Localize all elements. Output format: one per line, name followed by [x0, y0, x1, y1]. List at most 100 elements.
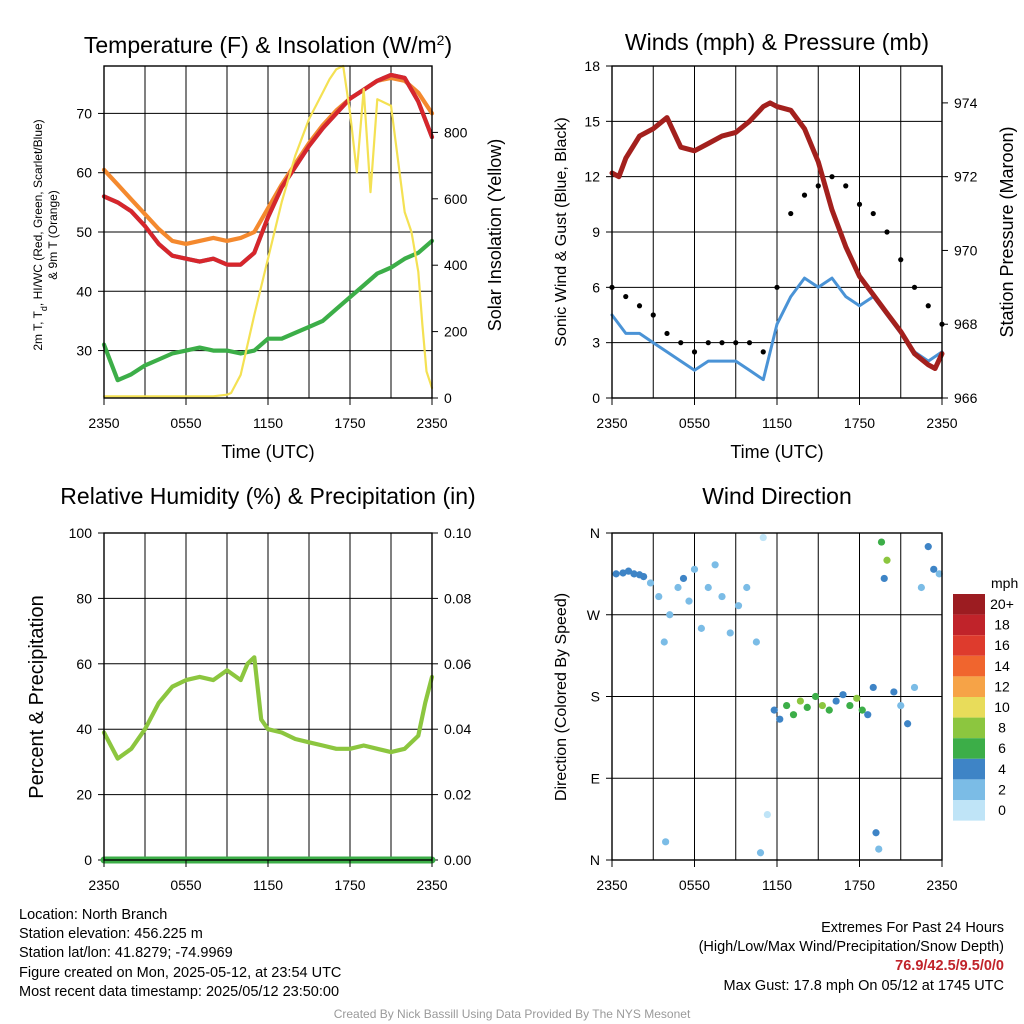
p4-ytick-label: E: [591, 770, 600, 786]
wind-direction-point: [660, 638, 668, 646]
wind-series-2: [609, 100, 945, 371]
p4-ytick-label: W: [587, 607, 601, 623]
p2-y2tick-label: 972: [954, 169, 978, 185]
legend-swatch: [953, 635, 985, 656]
gust-point: [925, 303, 931, 309]
extremes-title: Extremes For Past 24 Hours: [821, 920, 1004, 936]
wind-direction-point: [853, 694, 861, 702]
wind-direction-point: [646, 579, 655, 587]
wind-direction-point: [743, 583, 751, 592]
wind-direction-point: [846, 701, 854, 710]
gust-point: [801, 192, 808, 198]
p4-title: Wind Direction: [702, 483, 852, 509]
wind-direction-point: [619, 569, 627, 577]
station-info: Location: North Branch Station elevation…: [19, 906, 341, 1002]
wind-direction-point: [776, 715, 784, 723]
wind-direction-point: [630, 570, 638, 578]
gust-point: [623, 293, 629, 300]
gust-point: [746, 340, 753, 346]
p3-title: Relative Humidity (%) & Precipitation (i…: [60, 483, 475, 509]
p3-y2tick-label: 0.02: [444, 787, 471, 803]
wind-direction-point: [832, 697, 840, 705]
legend-swatch: [953, 594, 985, 615]
gust-point: [678, 340, 684, 346]
legend-swatch: [953, 738, 985, 759]
wind-direction-point: [734, 602, 743, 610]
extremes-values: 76.9/42.5/9.5/0/0: [895, 958, 1004, 975]
p3-y2tick-label: 0.06: [444, 656, 471, 672]
p3-y2tick-label: 0.08: [444, 590, 471, 606]
p1-xtick-label: 2350: [88, 415, 119, 431]
wind-direction-point: [924, 543, 932, 551]
gust-point: [856, 201, 863, 207]
gust-point: [733, 340, 739, 346]
wind-direction-point: [624, 567, 633, 575]
p1-y2tick-label: 200: [444, 324, 468, 340]
p2-ylabel: Sonic Wind & Gust (Blue, Black): [553, 117, 570, 346]
p3-ytick-label: 40: [76, 721, 92, 737]
extremes-subtitle: (High/Low/Max Wind/Precipitation/Snow De…: [698, 939, 1004, 956]
wind-direction-point: [666, 611, 674, 619]
p2-y2tick-label: 974: [954, 95, 978, 111]
p3-ytick-label: 80: [76, 590, 92, 606]
gust-point: [774, 284, 780, 290]
temp-series-3: [101, 238, 435, 383]
p1-xlabel: Time (UTC): [221, 442, 314, 462]
gust-point: [636, 303, 643, 309]
p1-xtick-label: 2350: [416, 415, 447, 431]
wind-direction-point: [726, 629, 734, 637]
legend-swatch: [953, 717, 985, 739]
p2-xtick-label: 1750: [844, 415, 875, 431]
wind-direction-point: [811, 692, 820, 701]
p1-xtick-label: 1750: [334, 415, 365, 431]
wind-direction-point: [674, 583, 682, 592]
wind-direction-point: [756, 849, 765, 857]
station-latlon: Station lat/lon: 41.8279; -74.9969: [19, 945, 233, 962]
legend-swatch: [953, 758, 985, 780]
recent-timestamp: Most recent data timestamp: 2025/05/12 2…: [19, 983, 340, 1000]
p3-xtick-label: 2350: [416, 877, 447, 893]
p1-ylabel-right: Solar Insolation (Yellow): [485, 139, 505, 331]
p2-ytick-label: 12: [584, 169, 600, 185]
p2-ytick-label: 3: [592, 335, 600, 351]
p2-title: Winds (mph) & Pressure (mb): [625, 29, 929, 55]
p3-xtick-label: 2350: [88, 877, 119, 893]
p4-xtick-label: 1150: [762, 877, 792, 893]
p1-y2tick-label: 800: [444, 124, 468, 140]
legend-swatch: [953, 697, 985, 718]
legend-swatch: [953, 614, 985, 636]
station-elevation: Station elevation: 456.225 m: [19, 926, 203, 943]
gust-point: [815, 183, 821, 189]
p4-xtick-label: 1750: [844, 877, 875, 893]
wind-direction-point: [685, 597, 693, 605]
p2-ytick-label: 9: [592, 224, 600, 240]
p2-ytick-label: 0: [592, 390, 600, 406]
p4-xtick-label: 2350: [596, 877, 627, 893]
max-gust: Max Gust: 17.8 mph On 05/12 at 1745 UTC: [723, 977, 1004, 994]
gust-point: [719, 340, 725, 346]
wind-direction-point: [877, 538, 886, 546]
wind-direction-point: [655, 592, 663, 601]
wind-direction-point: [796, 697, 804, 705]
wind-direction-point: [858, 706, 866, 714]
wind-direction-point: [662, 838, 670, 846]
p1-ytick-label: 60: [76, 165, 92, 181]
p4-ytick-label: N: [590, 852, 600, 868]
wind-direction-point: [910, 683, 919, 692]
extremes-panel: Extremes For Past 24 Hours (High/Low/Max…: [699, 919, 1004, 996]
p4-ylabel: Direction (Colored By Speed): [553, 593, 570, 801]
gust-point: [664, 330, 670, 337]
p2-xtick-label: 1150: [762, 415, 792, 431]
p1-y2tick-label: 400: [444, 257, 468, 273]
wind-direction-point: [872, 829, 880, 837]
gust-point: [829, 174, 835, 180]
p3-xtick-label: 1750: [334, 877, 365, 893]
p3-y2tick-label: 0.04: [444, 721, 471, 737]
legend-swatch: [953, 779, 985, 800]
p2-ytick-label: 6: [592, 279, 600, 295]
p1-y2tick-label: 0: [444, 390, 452, 406]
wind-direction-point: [711, 561, 719, 569]
p3-ytick-label: 60: [76, 656, 92, 672]
wind-direction-point: [679, 574, 688, 583]
